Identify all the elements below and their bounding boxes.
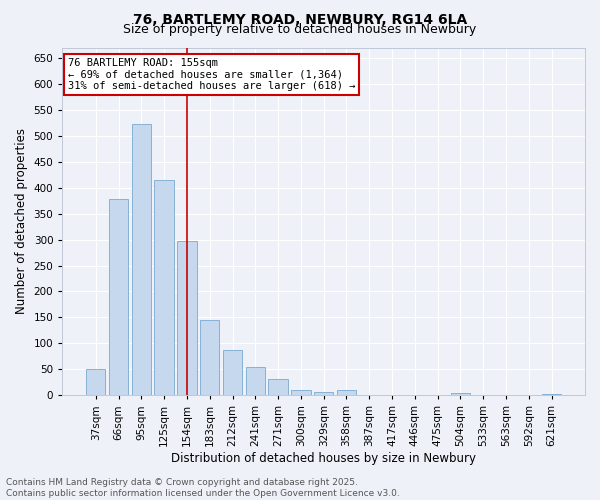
X-axis label: Distribution of detached houses by size in Newbury: Distribution of detached houses by size … (171, 452, 476, 465)
Bar (109, 199, 128, 396)
Bar (177, 241, 197, 396)
Bar (542, 394, 561, 396)
Bar (451, 392, 470, 396)
Bar (86, 370, 106, 396)
Bar (131, 124, 151, 396)
Bar (223, 350, 242, 396)
Bar (154, 180, 174, 396)
Text: Contains HM Land Registry data © Crown copyright and database right 2025.
Contai: Contains HM Land Registry data © Crown c… (6, 478, 400, 498)
Bar (314, 392, 334, 396)
Text: 76 BARTLEMY ROAD: 155sqm
← 69% of detached houses are smaller (1,364)
31% of sem: 76 BARTLEMY ROAD: 155sqm ← 69% of detach… (68, 58, 355, 91)
Y-axis label: Number of detached properties: Number of detached properties (15, 128, 28, 314)
Bar (200, 320, 220, 396)
Bar (337, 390, 356, 396)
Bar (268, 379, 288, 396)
Bar (245, 366, 265, 396)
Text: 76, BARTLEMY ROAD, NEWBURY, RG14 6LA: 76, BARTLEMY ROAD, NEWBURY, RG14 6LA (133, 12, 467, 26)
Bar (291, 390, 311, 396)
Text: Size of property relative to detached houses in Newbury: Size of property relative to detached ho… (124, 22, 476, 36)
